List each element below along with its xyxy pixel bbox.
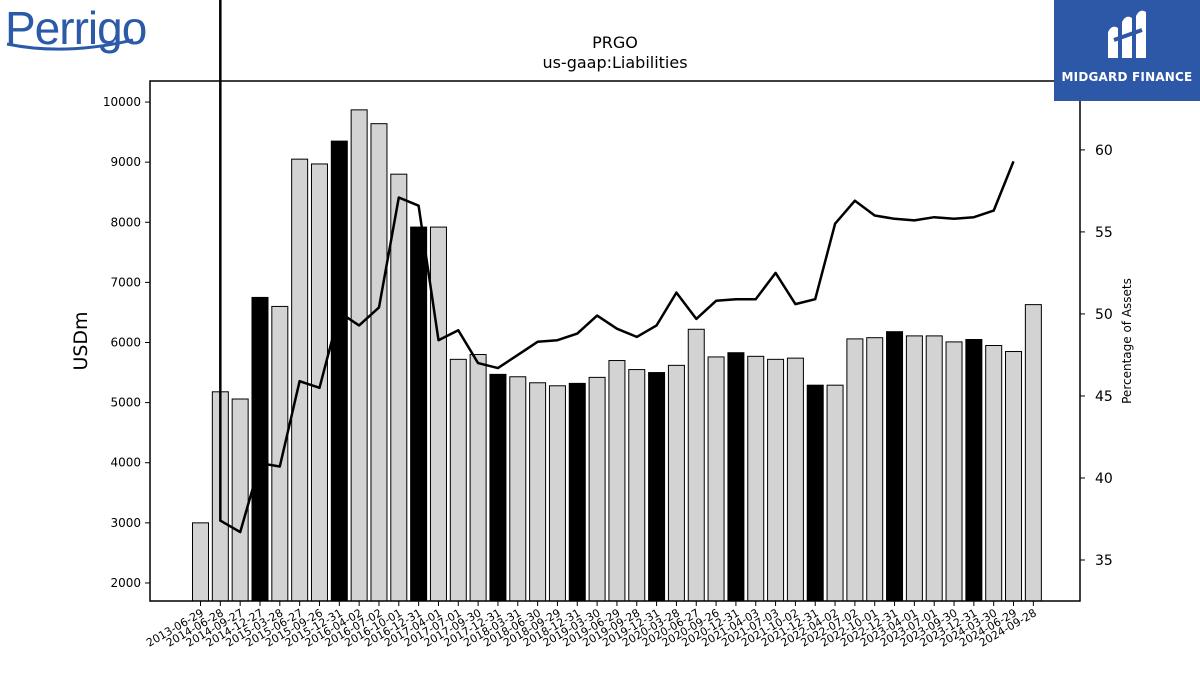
y2-tick-label: 55 xyxy=(1095,225,1113,241)
bar-2017-12-31 xyxy=(489,373,507,602)
y-tick-label: 5000 xyxy=(110,396,141,410)
bar-2013-06-29 xyxy=(192,522,209,602)
perrigo-logo: Perrigo xyxy=(5,2,147,58)
bar-2014-09-27 xyxy=(231,398,249,602)
bar-2023-09-30 xyxy=(945,341,963,602)
bar-2019-12-31 xyxy=(648,372,666,602)
y2-tick-label: 45 xyxy=(1095,389,1113,405)
bar-2018-06-30 xyxy=(529,382,547,602)
bar-2016-04-02 xyxy=(350,109,368,602)
bar-2024-09-28 xyxy=(1024,304,1042,602)
chart-subtitle: us-gaap:Liabilities xyxy=(542,53,687,72)
bar-2021-10-02 xyxy=(786,357,804,602)
plot-frame xyxy=(149,80,1081,602)
bar-2018-12-31 xyxy=(568,382,586,602)
bar-2022-12-31 xyxy=(886,331,904,602)
y-axis-label: USDm xyxy=(70,311,92,370)
bar-2020-03-28 xyxy=(667,364,685,602)
bar-2019-03-30 xyxy=(588,376,606,602)
bar-2019-09-28 xyxy=(628,369,646,602)
perrigo-wordmark: Perrigo xyxy=(5,2,147,54)
bar-2017-09-30 xyxy=(469,354,487,602)
bar-2014-12-27 xyxy=(251,296,269,602)
y2-tick-label: 40 xyxy=(1095,471,1113,487)
bar-2016-10-01 xyxy=(390,173,408,602)
bar-2022-04-02 xyxy=(826,384,844,602)
bar-2022-10-01 xyxy=(866,337,884,602)
bar-2020-09-26 xyxy=(707,356,725,602)
midgard-emblem-icon xyxy=(1108,10,1146,59)
bar-2015-03-28 xyxy=(271,305,289,602)
bar-2021-04-03 xyxy=(747,355,765,602)
y2-tick-label: 35 xyxy=(1095,553,1113,569)
bar-2016-12-31 xyxy=(410,226,428,602)
bar-2020-06-27 xyxy=(687,328,705,602)
bar-2022-07-02 xyxy=(846,338,864,602)
bar-2018-03-31 xyxy=(509,376,527,602)
bar-2024-06-29 xyxy=(1005,351,1023,602)
y-axis-right: 35 40 45 50 55 60 xyxy=(1080,143,1113,569)
bar-2021-07-03 xyxy=(767,358,785,602)
bar-2019-06-29 xyxy=(608,360,626,602)
bar-2023-12-31 xyxy=(965,338,983,602)
y2-axis-label: Percentage of Assets xyxy=(1120,278,1134,404)
bar-2015-09-26 xyxy=(310,163,328,602)
y-tick-label: 4000 xyxy=(110,456,141,470)
bar-2021-12-31 xyxy=(806,384,824,602)
bar-series xyxy=(192,109,1042,602)
y2-tick-label: 60 xyxy=(1095,143,1113,159)
y-tick-label: 9000 xyxy=(110,155,141,169)
perrigo-swoosh-icon xyxy=(6,38,134,51)
x-axis: 2013-06-292014-06-282014-09-272014-12-27… xyxy=(144,601,1039,650)
bar-2024-03-30 xyxy=(985,345,1003,602)
y2-tick-label: 50 xyxy=(1095,307,1113,323)
y-tick-label: 3000 xyxy=(110,516,141,530)
line-series xyxy=(219,0,1015,534)
bar-2020-12-31 xyxy=(727,352,745,602)
midgard-finance-logo: MIDGARD FINANCE xyxy=(1054,0,1200,101)
bar-2015-12-31 xyxy=(330,140,348,602)
y-tick-label: 7000 xyxy=(110,275,141,289)
y-tick-label: 10000 xyxy=(103,95,141,109)
bar-2017-04-01 xyxy=(429,226,447,602)
midgard-wordmark: MIDGARD FINANCE xyxy=(1061,70,1193,84)
y-tick-label: 8000 xyxy=(110,215,141,229)
y-axis-left: 2000 3000 4000 5000 6000 7000 8000 9000 10000 xyxy=(103,95,150,590)
y-tick-label: 6000 xyxy=(110,336,141,350)
bar-2023-04-01 xyxy=(905,335,923,602)
bar-2016-07-02 xyxy=(370,123,388,602)
bar-2023-07-01 xyxy=(925,335,943,602)
y-tick-label: 2000 xyxy=(110,576,141,590)
bar-2017-07-01 xyxy=(449,358,467,602)
percent-of-assets-line xyxy=(219,0,1015,534)
chart-title: PRGO xyxy=(592,33,638,52)
bar-2018-09-29 xyxy=(548,385,566,602)
